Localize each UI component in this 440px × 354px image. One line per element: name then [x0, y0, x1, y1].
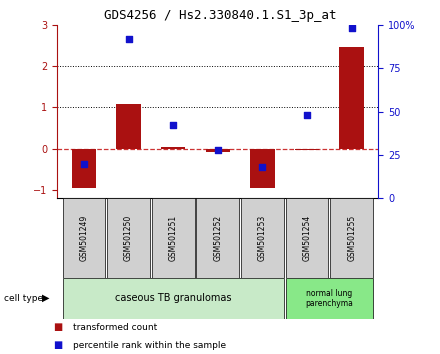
- Text: ▶: ▶: [42, 293, 49, 303]
- Bar: [339, 47, 364, 149]
- Text: percentile rank within the sample: percentile rank within the sample: [73, 341, 226, 350]
- Text: GSM501249: GSM501249: [80, 215, 88, 261]
- Text: ■: ■: [53, 322, 62, 332]
- Point: [348, 25, 355, 31]
- Bar: [116, 104, 141, 149]
- Text: GDS4256 / Hs2.330840.1.S1_3p_at: GDS4256 / Hs2.330840.1.S1_3p_at: [104, 9, 336, 22]
- Point: [214, 147, 221, 153]
- Bar: [161, 147, 185, 149]
- Text: GSM501253: GSM501253: [258, 215, 267, 261]
- Bar: [205, 149, 230, 152]
- Point: [170, 122, 177, 128]
- Text: normal lung
parenchyma: normal lung parenchyma: [305, 289, 353, 308]
- Bar: [62, 198, 106, 278]
- Bar: [295, 149, 319, 150]
- Bar: [250, 149, 275, 188]
- Text: GSM501251: GSM501251: [169, 215, 178, 261]
- Bar: [152, 198, 194, 278]
- Text: GSM501252: GSM501252: [213, 215, 222, 261]
- Bar: [196, 198, 239, 278]
- Bar: [286, 278, 373, 319]
- Point: [304, 112, 311, 118]
- Point: [125, 36, 132, 41]
- Text: caseous TB granulomas: caseous TB granulomas: [115, 293, 231, 303]
- Bar: [62, 278, 284, 319]
- Bar: [286, 198, 328, 278]
- Text: cell type: cell type: [4, 294, 44, 303]
- Text: GSM501254: GSM501254: [303, 215, 312, 261]
- Bar: [330, 198, 373, 278]
- Point: [259, 164, 266, 170]
- Text: GSM501255: GSM501255: [347, 215, 356, 261]
- Bar: [72, 149, 96, 188]
- Text: transformed count: transformed count: [73, 323, 157, 332]
- Bar: [241, 198, 284, 278]
- Text: ■: ■: [53, 340, 62, 350]
- Point: [81, 161, 88, 166]
- Bar: [107, 198, 150, 278]
- Text: GSM501250: GSM501250: [124, 215, 133, 261]
